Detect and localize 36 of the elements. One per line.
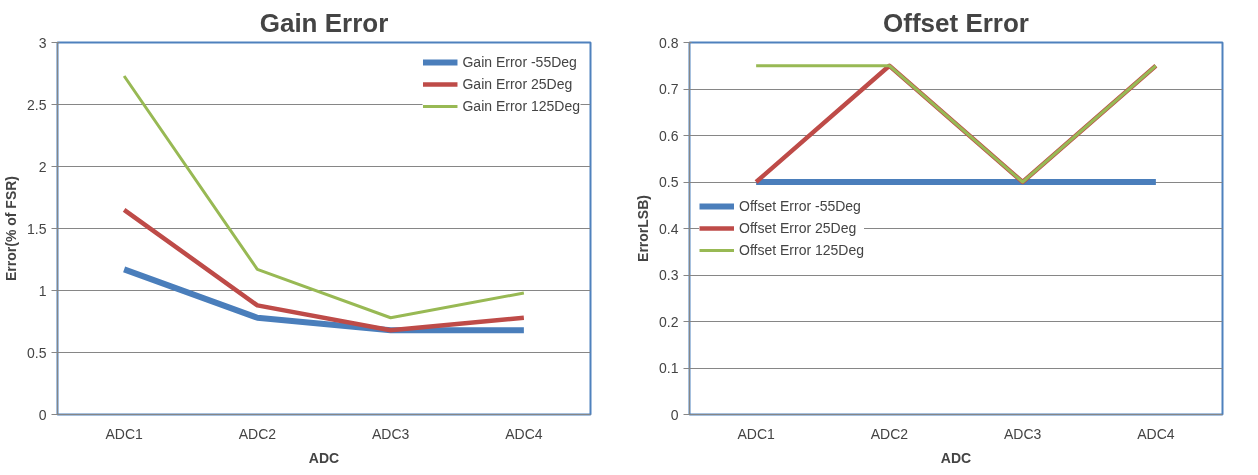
y-tick-label: 0.6 <box>659 127 679 144</box>
x-tick-label: ADC3 <box>371 425 410 442</box>
y-tick-label: 0 <box>38 406 47 423</box>
y-tick-label: 0.1 <box>659 360 679 376</box>
y-tick-label: 0 <box>670 406 679 423</box>
y-tick-label: 0.3 <box>659 267 679 283</box>
x-tick-label: ADC3 <box>1003 425 1042 442</box>
chart-title: Offset Error <box>883 7 1029 38</box>
y-tick-label: 0.2 <box>659 313 679 330</box>
x-tick-label: ADC1 <box>737 425 776 442</box>
y-tick-label: 0.8 <box>659 34 679 51</box>
legend-label: Offset Error 25Deg <box>739 220 857 236</box>
x-axis-title: ADC <box>940 449 972 466</box>
y-axis-title: ErrorLSB) <box>635 195 652 262</box>
x-tick-label: ADC4 <box>505 425 543 442</box>
y-tick-label: 0.5 <box>659 174 679 190</box>
y-tick-label: 2 <box>38 158 47 175</box>
y-tick-label: 0.7 <box>659 81 679 97</box>
legend-label: Offset Error -55Deg <box>739 198 861 214</box>
y-tick-label: 0.4 <box>659 220 679 237</box>
y-tick-label: 3 <box>38 34 47 51</box>
x-tick-label: ADC1 <box>105 425 144 442</box>
y-tick-label: 2.5 <box>27 96 47 113</box>
legend-label: Gain Error 25Deg <box>462 76 573 92</box>
y-tick-label: 0.5 <box>27 344 47 361</box>
chart-title: Gain Error <box>259 7 389 38</box>
x-tick-label: ADC4 <box>1137 425 1175 442</box>
x-axis-title: ADC <box>308 449 340 466</box>
x-tick-label: ADC2 <box>870 425 909 442</box>
legend-label: Offset Error 125Deg <box>739 242 865 258</box>
legend-label: Gain Error 125Deg <box>462 98 580 114</box>
x-tick-label: ADC2 <box>238 425 277 442</box>
legend-label: Gain Error -55Deg <box>462 54 577 70</box>
y-axis-title: Error(% of FSR) <box>3 176 20 281</box>
y-tick-label: 1.5 <box>27 220 47 237</box>
y-tick-label: 1 <box>38 282 47 299</box>
